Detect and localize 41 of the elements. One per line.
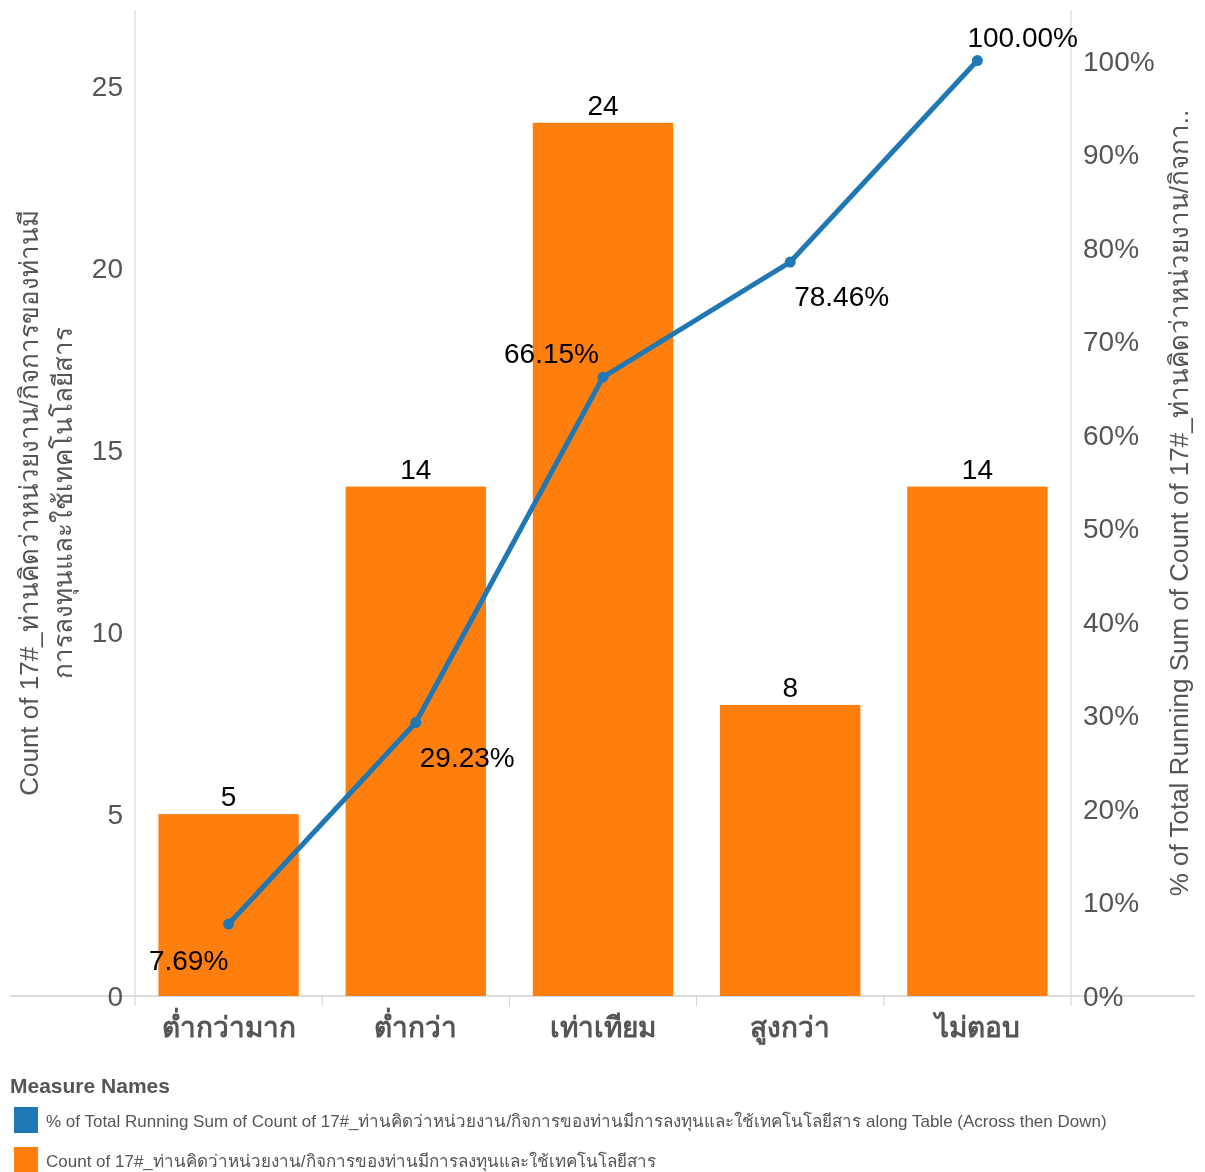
y-tick-label: 25 <box>91 71 123 103</box>
y2-axis-title: % of Total Running Sum of Count of 17#_ท่านคิดว่าหน่วยงาน/กิจกา.. <box>1164 109 1194 897</box>
bar <box>720 704 861 996</box>
data-label: 14 <box>400 453 432 485</box>
x-tick-label: เท่าเทียม <box>550 1012 656 1043</box>
x-tick-label: ไม่ตอบ <box>931 1011 1020 1043</box>
y2-tick-label: 60% <box>1083 419 1140 451</box>
y2-tick-label: 40% <box>1083 606 1140 638</box>
legend-label: % of Total Running Sum of Count of 17#_ท่านคิดว่าหน่วยงาน/กิจการของท่านมีการลงทุนและใช้เทคโนโลยีสาร along Table (Across then Down) <box>46 1111 1107 1132</box>
x-tick-label: สูงกว่า <box>750 1012 831 1045</box>
data-label: 14 <box>961 453 993 485</box>
point <box>784 256 796 268</box>
y2-tick-label: 90% <box>1083 139 1140 171</box>
bar <box>907 486 1048 996</box>
y2-tick-label: 10% <box>1083 887 1140 919</box>
y2-tick-label: 50% <box>1083 513 1140 545</box>
legend-label: Count of 17#_ท่านคิดว่าหน่วยงาน/กิจการของท่านมีการลงทุนและใช้เทคโนโลยีสาร <box>46 1151 656 1172</box>
y2-tick-label: 80% <box>1083 232 1140 264</box>
y2-tick-label: 0% <box>1083 981 1124 1012</box>
y2-tick-label: 20% <box>1083 793 1140 825</box>
data-label: 24 <box>587 89 619 121</box>
point <box>971 55 983 67</box>
y-tick-label: 0 <box>107 981 123 1012</box>
data-label: 78.46% <box>794 281 890 313</box>
data-label: 100.00% <box>967 21 1078 53</box>
y-tick-label: 15 <box>91 435 123 467</box>
point <box>223 918 235 930</box>
y2-tick-label: 30% <box>1083 700 1140 732</box>
y-axis-title: Count of 17#_ท่านคิดว่าหน่วยงาน/กิจการของท่านมีการลงทุนและใช้เทคโนโลยีสาร <box>13 209 80 798</box>
point <box>597 371 609 383</box>
x-tick-label: ต่ำกว่ามาก <box>161 1007 296 1043</box>
legend-title: Measure Names <box>10 1074 170 1097</box>
x-tick-label: ต่ำกว่า <box>374 1007 458 1043</box>
point <box>410 717 422 729</box>
data-label: 8 <box>782 671 798 703</box>
y-tick-label: 5 <box>107 799 123 831</box>
y-tick-label: 20 <box>91 253 123 285</box>
y2-tick-label: 70% <box>1083 326 1140 358</box>
y2-tick-label: 100% <box>1083 45 1155 77</box>
y-tick-label: 10 <box>91 617 123 649</box>
data-label: 5 <box>220 781 237 813</box>
